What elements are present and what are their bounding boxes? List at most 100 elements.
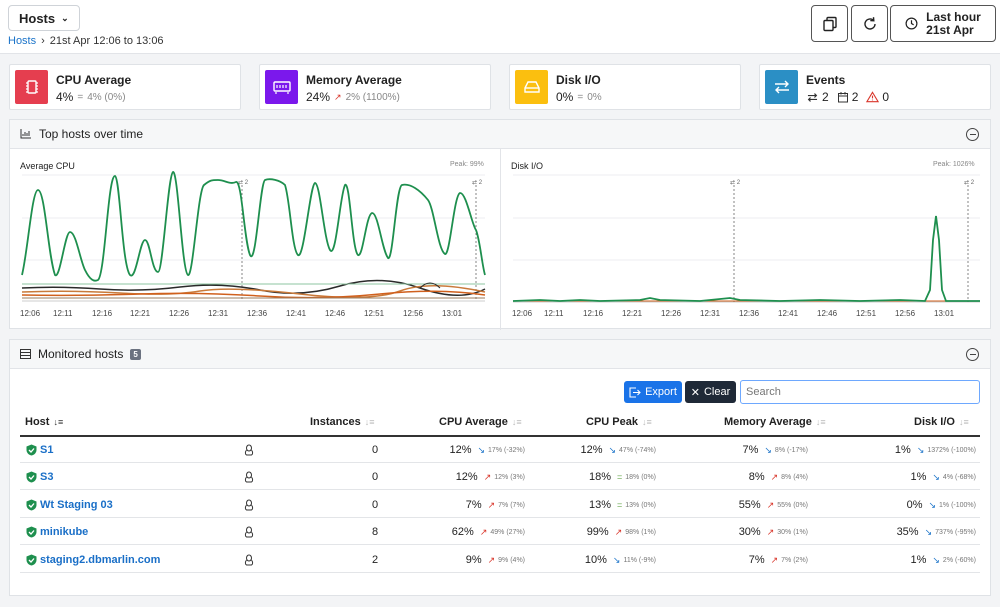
cpu-tick: 12:16 bbox=[92, 309, 113, 318]
export-label: Export bbox=[645, 386, 677, 398]
deploys-count: 2 bbox=[851, 90, 859, 104]
cpu-average-cell: 62% ↗ 49% (27%) bbox=[451, 526, 525, 538]
col-host[interactable]: Host ↓≡ bbox=[25, 416, 64, 428]
disk-tick: 12:31 bbox=[700, 309, 721, 318]
cpu-peak-cell: 18% = 18% (0%) bbox=[588, 471, 656, 483]
cpu-chip-icon bbox=[15, 70, 48, 104]
host-link[interactable]: minikube bbox=[40, 526, 89, 538]
host-link[interactable]: S3 bbox=[40, 471, 54, 483]
trend-up-icon: ↗ bbox=[614, 526, 623, 537]
cpu-chart-title: Average CPU bbox=[20, 161, 75, 171]
close-icon: ✕ bbox=[690, 386, 700, 399]
table-row[interactable]: Wt Staging 03 0 7% ↗ 7% (7%) 13% = 13% (… bbox=[20, 491, 980, 518]
col-memory-average[interactable]: Memory Average ↓≡ bbox=[724, 416, 826, 428]
sort-icon: ↓≡ bbox=[511, 417, 522, 427]
col-instances[interactable]: Instances ↓≡ bbox=[310, 416, 375, 428]
top-bar: Hosts ⌄ Hosts › 21st Apr 12:06 to 13:06 … bbox=[0, 0, 1000, 54]
disk-chart-title: Disk I/O bbox=[511, 161, 544, 171]
disk-tick: 12:46 bbox=[817, 309, 838, 318]
card-value: 0% bbox=[556, 90, 574, 104]
clear-button[interactable]: ✕ Clear bbox=[685, 381, 736, 403]
memory-average-cell: 30% ↗ 30% (1%) bbox=[738, 526, 808, 538]
disk-chart: ⇄ 2 ⇄ 2 bbox=[512, 174, 980, 303]
time-range-button[interactable]: Last hour 21st Apr bbox=[890, 5, 996, 42]
disk-io-cell: 1% ↘ 1372% (-100%) bbox=[894, 444, 976, 456]
card-value: 4% bbox=[56, 90, 74, 104]
host-cell[interactable]: Wt Staging 03 bbox=[26, 499, 113, 511]
card-trend: 2% (1100%) bbox=[345, 91, 400, 103]
svg-text:⇄ 2: ⇄ 2 bbox=[730, 179, 741, 186]
host-link[interactable]: Wt Staging 03 bbox=[40, 499, 113, 511]
disk-tick: 12:21 bbox=[622, 309, 643, 318]
top-hosts-header: Top hosts over time bbox=[10, 120, 990, 149]
cpu-average-cell: 12% ↘ 17% (-32%) bbox=[449, 444, 525, 456]
collapse-icon[interactable] bbox=[966, 348, 979, 361]
memory-icon bbox=[265, 70, 298, 104]
cpu-peak-cell: 99% ↗ 98% (1%) bbox=[586, 526, 656, 538]
table-row[interactable]: S1 0 12% ↘ 17% (-32%) 12% ↘ 47% (-74%) 7… bbox=[20, 436, 980, 463]
trend-up-icon: ↗ bbox=[479, 526, 488, 537]
host-link[interactable]: S1 bbox=[40, 444, 54, 456]
shield-check-icon bbox=[26, 444, 37, 456]
host-link[interactable]: staging2.dbmarlin.com bbox=[40, 554, 161, 566]
collapse-icon[interactable] bbox=[966, 128, 979, 141]
table-row[interactable]: staging2.dbmarlin.com 2 9% ↗ 9% (4%) 10%… bbox=[20, 546, 980, 573]
copy-button[interactable] bbox=[811, 5, 848, 42]
cpu-tick: 12:56 bbox=[403, 309, 424, 318]
breadcrumb-hosts-link[interactable]: Hosts bbox=[8, 35, 37, 47]
memory-average-cell: 7% ↗ 7% (2%) bbox=[748, 554, 808, 566]
col-cpu-average[interactable]: CPU Average ↓≡ bbox=[439, 416, 522, 428]
disk-tick: 13:01 bbox=[934, 309, 955, 318]
col-cpu-peak[interactable]: CPU Peak ↓≡ bbox=[586, 416, 652, 428]
trend-down-icon: ↘ bbox=[916, 444, 925, 455]
cpu-average-card[interactable]: CPU Average 4% = 4% (0%) bbox=[9, 64, 241, 110]
instances-cell: 2 bbox=[372, 554, 379, 566]
host-cell[interactable]: S3 bbox=[26, 471, 53, 483]
linux-icon bbox=[244, 554, 254, 566]
alerts-count: 0 bbox=[882, 90, 890, 104]
trend-eq-icon: = bbox=[617, 500, 623, 510]
search-input[interactable] bbox=[740, 380, 980, 404]
card-title: CPU Average bbox=[56, 73, 132, 87]
col-disk-io[interactable]: Disk I/O ↓≡ bbox=[914, 416, 969, 428]
memory-average-card[interactable]: Memory Average 24% ↗ 2% (1100%) bbox=[259, 64, 491, 110]
host-cell[interactable]: minikube bbox=[26, 526, 88, 538]
host-cell[interactable]: S1 bbox=[26, 444, 53, 456]
export-button[interactable]: Export bbox=[624, 381, 682, 403]
sort-icon: ↓≡ bbox=[641, 417, 652, 427]
trend-down-icon: ↘ bbox=[932, 471, 940, 482]
equal-trend-icon: = bbox=[77, 91, 84, 103]
disk-tick: 12:51 bbox=[856, 309, 877, 318]
trend-down-icon: ↘ bbox=[477, 444, 486, 455]
memory-average-cell: 55% ↗ 55% (0%) bbox=[738, 499, 808, 511]
trend-up-icon: ↗ bbox=[766, 526, 775, 537]
cpu-tick: 12:06 bbox=[20, 309, 41, 318]
instances-cell: 8 bbox=[372, 526, 379, 538]
chevron-down-icon: ⌄ bbox=[61, 12, 69, 23]
refresh-button[interactable] bbox=[851, 5, 888, 42]
disk-peak-label: Peak: 1026% bbox=[933, 161, 975, 168]
cpu-series-line bbox=[21, 171, 486, 282]
svg-text:⇄ 2: ⇄ 2 bbox=[238, 179, 249, 186]
cpu-peak-cell: 13% = 13% (0%) bbox=[588, 499, 656, 511]
table-row[interactable]: minikube 8 62% ↗ 49% (27%) 99% ↗ 98% (1%… bbox=[20, 518, 980, 545]
panel-title: Top hosts over time bbox=[39, 127, 144, 141]
instances-cell: 0 bbox=[372, 471, 379, 483]
table-row[interactable]: S3 0 12% ↗ 12% (3%) 18% = 18% (0%) 8% ↗ … bbox=[20, 463, 980, 490]
changes-icon bbox=[807, 92, 818, 102]
memory-average-cell: 8% ↗ 8% (4%) bbox=[748, 471, 808, 483]
events-card[interactable]: Events 2 2 0 bbox=[759, 64, 991, 110]
clock-icon bbox=[905, 17, 918, 30]
disk-io-cell: 35% ↘ 737% (-95%) bbox=[896, 526, 976, 538]
disk-io-card[interactable]: Disk I/O 0% = 0% bbox=[509, 64, 741, 110]
cpu-tick: 12:26 bbox=[169, 309, 190, 318]
linux-icon bbox=[244, 526, 254, 538]
cpu-tick: 13:01 bbox=[442, 309, 463, 318]
trend-up-icon: ↗ bbox=[766, 499, 775, 510]
trend-down-icon: ↘ bbox=[932, 554, 940, 565]
host-cell[interactable]: staging2.dbmarlin.com bbox=[26, 554, 160, 566]
hosts-dropdown[interactable]: Hosts ⌄ bbox=[8, 5, 80, 31]
sort-icon: ↓≡ bbox=[958, 417, 969, 427]
instances-cell: 0 bbox=[372, 444, 379, 456]
linux-icon bbox=[244, 499, 254, 511]
